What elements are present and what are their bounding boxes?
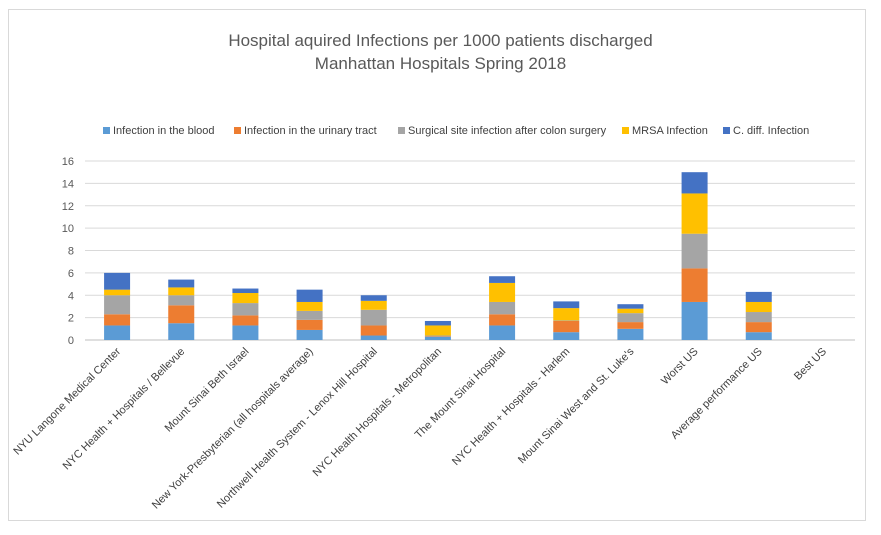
bar-segment (553, 332, 580, 340)
bar-segment (489, 276, 516, 283)
bar-segment (360, 335, 387, 340)
bar-segment (553, 301, 580, 309)
y-tick-label: 0 (68, 335, 74, 347)
y-tick-label: 14 (62, 178, 74, 190)
bar-segment (681, 172, 708, 194)
chart-subtitle: Manhattan Hospitals Spring 2018 (314, 54, 567, 73)
bar-segment (296, 289, 323, 302)
bar-segment (681, 233, 708, 269)
category-label: Best US (792, 346, 829, 383)
chart-frame (8, 9, 866, 521)
y-tick-label: 16 (62, 156, 74, 168)
bar-segment (553, 320, 580, 333)
y-tick-label: 4 (68, 290, 74, 302)
bar-segment (424, 336, 451, 340)
bar-segment (489, 325, 516, 340)
bar-segment (104, 272, 131, 290)
legend-label: Infection in the urinary tract (244, 125, 377, 137)
bar-segment (617, 328, 644, 340)
bar-segment (168, 323, 195, 340)
bar-segment (232, 293, 259, 304)
bar-segment (232, 315, 259, 326)
category-label: NYU Langone Medical Center (11, 345, 123, 457)
legend-label: C. diff. Infection (733, 125, 810, 137)
bar-segment (745, 312, 772, 323)
bar-segment (617, 322, 644, 329)
bar-segment (104, 289, 131, 296)
category-label: NYC Health + Hospitals - Harlem (450, 346, 572, 468)
bar-segment (360, 300, 387, 310)
bar-segment (232, 325, 259, 340)
bar-segment (553, 308, 580, 321)
bar-segment (745, 301, 772, 313)
bar-segment (745, 291, 772, 302)
bar-segment (232, 303, 259, 316)
bar-segment (296, 319, 323, 330)
bar-segment (424, 325, 451, 336)
bar-segment (168, 287, 195, 296)
bar-segment (617, 308, 644, 314)
bar-segment (296, 301, 323, 311)
bar-segment (745, 332, 772, 340)
bar-segment (104, 325, 131, 340)
y-tick-label: 8 (68, 246, 74, 258)
bar-segment (681, 193, 708, 234)
bar-segment (489, 314, 516, 326)
bar-segment (424, 336, 451, 337)
y-tick-label: 2 (68, 313, 74, 325)
legend-swatch (622, 127, 629, 134)
chart-legend: Infection in the blood Infection in the … (0, 124, 881, 138)
bar-segment (681, 268, 708, 302)
legend-swatch (723, 127, 730, 134)
legend-label: MRSA Infection (632, 125, 708, 137)
y-tick-label: 10 (62, 223, 74, 235)
y-tick-label: 6 (68, 268, 74, 280)
bar-segment (489, 282, 516, 302)
bar-segment (424, 335, 451, 337)
bar-segment (617, 304, 644, 309)
bar-segment (360, 295, 387, 301)
bar-segment (424, 320, 451, 326)
bar-segment (681, 301, 708, 340)
bar-segment (168, 305, 195, 324)
bar-segment (104, 295, 131, 315)
bar-segment (232, 288, 259, 294)
bar-segment (360, 309, 387, 326)
bar-segment (296, 329, 323, 340)
legend-swatch (398, 127, 405, 134)
legend-swatch (234, 127, 241, 134)
bar-segment (489, 301, 516, 315)
legend-label: Surgical site infection after colon surg… (408, 125, 607, 137)
legend-label: Infection in the blood (113, 125, 215, 137)
legend-swatch (103, 127, 110, 134)
bar-segment (104, 314, 131, 326)
bar-segment (296, 310, 323, 320)
category-label: Mount Sinai West and St. Luke's (516, 345, 637, 466)
chart-title: Hospital aquired Infections per 1000 pat… (228, 31, 653, 50)
bar-segment (168, 295, 195, 306)
bar-segment (553, 320, 580, 321)
y-tick-label: 12 (62, 201, 74, 213)
category-label: NYC Health Hospitals - Metropolitan (311, 346, 444, 479)
bar-segment (168, 279, 195, 288)
category-label: Worst US (659, 346, 701, 388)
bar-segment (617, 313, 644, 323)
bar-segment (360, 325, 387, 336)
bar-segment (745, 322, 772, 333)
category-label: NYC Health + Hospitals / Bellevue (61, 346, 188, 473)
